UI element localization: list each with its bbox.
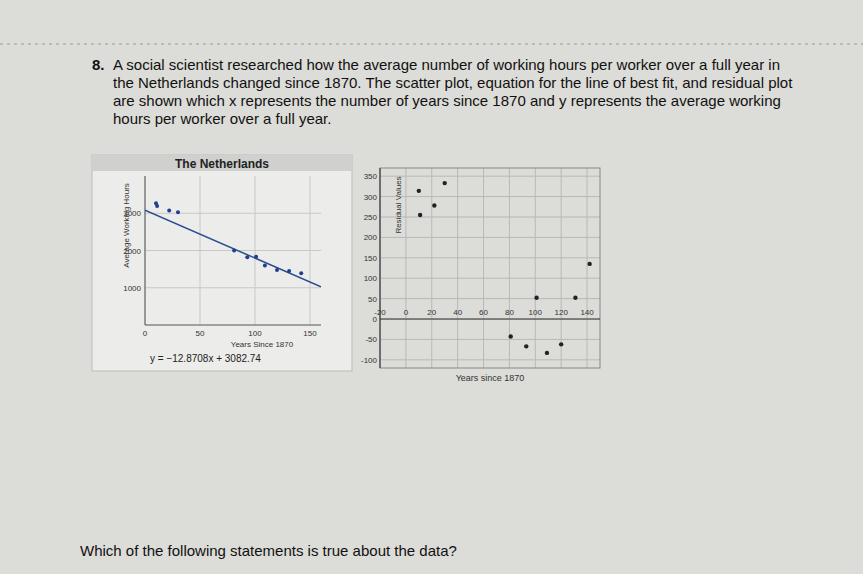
tick-label: 50 bbox=[368, 295, 377, 304]
grid-line bbox=[535, 168, 536, 368]
point bbox=[432, 203, 436, 207]
x-axis bbox=[145, 325, 321, 326]
grid-line bbox=[483, 168, 484, 368]
tick-label: 20 bbox=[427, 308, 436, 317]
tick-label: 120 bbox=[554, 308, 568, 317]
tick-label: 0 bbox=[404, 308, 409, 317]
grid-line bbox=[380, 257, 600, 258]
perforation bbox=[0, 44, 863, 45]
x-axis bbox=[380, 319, 600, 320]
grid-line bbox=[561, 168, 562, 368]
tick-label: 1000 bbox=[123, 284, 141, 293]
grid-line bbox=[380, 168, 381, 368]
tick-label: 300 bbox=[364, 193, 378, 202]
point bbox=[443, 181, 447, 185]
point bbox=[176, 210, 180, 214]
grid-line bbox=[380, 237, 600, 238]
point bbox=[418, 213, 422, 217]
axis-label: Years since 1870 bbox=[456, 373, 525, 383]
plot-area bbox=[417, 181, 592, 355]
question-line: are shown which x represents the number … bbox=[113, 92, 781, 109]
equation: y = −12.8708x + 3082.74 bbox=[150, 353, 261, 364]
question-line: A social scientist researched how the av… bbox=[113, 56, 780, 73]
grid-line bbox=[380, 278, 600, 279]
point bbox=[509, 334, 513, 338]
fit-line bbox=[145, 210, 321, 287]
point bbox=[417, 189, 421, 193]
tick-label: 60 bbox=[479, 308, 488, 317]
tick-label: 50 bbox=[196, 329, 205, 338]
grid-line bbox=[380, 216, 600, 217]
point bbox=[573, 296, 577, 300]
y-axis bbox=[380, 168, 381, 368]
point bbox=[534, 296, 538, 300]
chart-title: The Netherlands bbox=[175, 157, 269, 171]
question-line: the Netherlands changed since 1870. The … bbox=[113, 74, 793, 91]
point bbox=[287, 269, 291, 273]
tick-label: -20 bbox=[374, 308, 386, 317]
tick-label: 150 bbox=[364, 254, 378, 263]
axis-label: Years Since 1870 bbox=[231, 340, 294, 349]
axis-label: Average Working Hours bbox=[122, 183, 131, 268]
tick-label: 40 bbox=[453, 308, 462, 317]
grid-line bbox=[587, 168, 588, 368]
question-number: 8. bbox=[92, 56, 105, 73]
point bbox=[587, 262, 591, 266]
point bbox=[155, 204, 159, 208]
question-line: hours per worker over a full year. bbox=[113, 110, 331, 127]
tick-label: -100 bbox=[361, 356, 378, 365]
page: 8. A social scientist researched how the … bbox=[0, 0, 863, 574]
frame bbox=[380, 168, 600, 368]
tick-label: 80 bbox=[505, 308, 514, 317]
grid-line bbox=[200, 176, 201, 325]
plot-area bbox=[145, 201, 321, 287]
point bbox=[559, 342, 563, 346]
grid-line bbox=[310, 176, 311, 325]
grid-line bbox=[255, 176, 256, 325]
grid-line bbox=[380, 176, 600, 177]
point bbox=[299, 271, 303, 275]
grid-line bbox=[457, 168, 458, 368]
point bbox=[254, 255, 258, 259]
point bbox=[275, 268, 279, 272]
tick-label: 200 bbox=[364, 233, 378, 242]
point bbox=[524, 344, 528, 348]
tick-label: -50 bbox=[365, 335, 377, 344]
y-axis bbox=[145, 176, 146, 325]
axis-label: Residual Values bbox=[394, 176, 403, 233]
tick-label: 100 bbox=[364, 274, 378, 283]
tick-label: 100 bbox=[248, 329, 262, 338]
grid-line bbox=[380, 359, 600, 360]
point bbox=[545, 351, 549, 355]
question-prompt: Which of the following statements is tru… bbox=[80, 542, 457, 559]
grid-line bbox=[380, 196, 600, 197]
tick-label: 350 bbox=[364, 172, 378, 181]
paper bbox=[0, 0, 863, 574]
grid-line bbox=[380, 298, 600, 299]
grid-line bbox=[145, 176, 146, 325]
title-band bbox=[92, 155, 352, 171]
tick-label: 0 bbox=[143, 329, 148, 338]
point bbox=[167, 208, 171, 212]
tick-label: 140 bbox=[580, 308, 594, 317]
grid-line bbox=[405, 168, 406, 368]
point bbox=[245, 255, 249, 259]
point bbox=[263, 264, 267, 268]
tick-label: 150 bbox=[303, 329, 317, 338]
grid-line bbox=[380, 319, 600, 320]
grid-line bbox=[380, 339, 600, 340]
panel bbox=[92, 155, 352, 371]
point bbox=[232, 249, 236, 253]
grid-line bbox=[145, 213, 321, 214]
tick-label: 250 bbox=[364, 213, 378, 222]
tick-label: 100 bbox=[529, 308, 543, 317]
grid-line bbox=[145, 287, 321, 288]
grid-line bbox=[431, 168, 432, 368]
